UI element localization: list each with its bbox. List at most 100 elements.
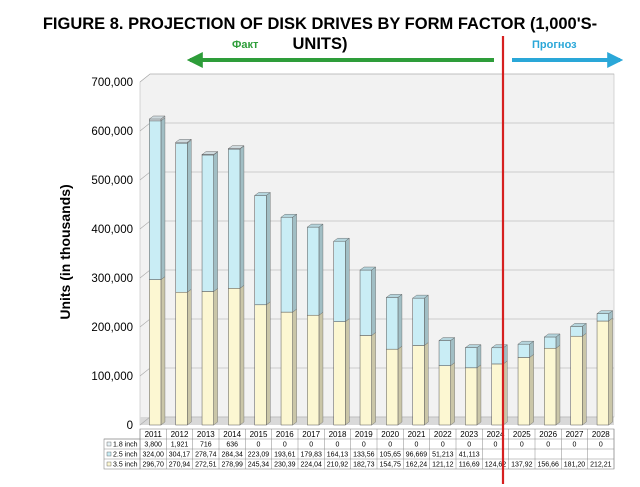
x-tick-label: 2011: [145, 430, 163, 439]
legend-swatch: [106, 461, 112, 467]
gridline: [139, 73, 614, 83]
table-cell: 51,213: [432, 452, 454, 459]
bar-side: [187, 139, 192, 293]
bar-side: [345, 237, 350, 323]
bar-side: [582, 332, 587, 426]
bar-front: [517, 357, 530, 426]
bar-top: [464, 344, 482, 348]
table-cell: 156,66: [537, 462, 559, 469]
table-cell: 41,113: [459, 452, 480, 459]
table-cell: 0: [415, 442, 419, 449]
bar-front: [307, 226, 320, 316]
table-cell: 0: [494, 442, 498, 449]
legend-label: 1.8 inch: [113, 442, 138, 449]
bar-side: [424, 294, 429, 346]
table-cell: 179,83: [300, 452, 322, 459]
bar-front: [228, 148, 241, 289]
y-tick-label: 700,000: [91, 77, 133, 89]
bar-segment: [228, 145, 245, 289]
y-tick-label: 300,000: [91, 273, 133, 285]
x-tick-label: 2016: [276, 430, 294, 439]
plot-floor: [140, 417, 614, 425]
bar-front: [254, 195, 267, 306]
table-cell: 212,21: [590, 462, 612, 469]
table-cell: 0: [520, 442, 524, 449]
bar-front: [596, 313, 609, 322]
bar-front: [386, 297, 399, 350]
bar-segment: [385, 294, 403, 350]
bar-segment: [254, 301, 271, 426]
table-cell: 270,94: [169, 462, 191, 469]
table-cell: 284,34: [221, 452, 243, 459]
table-cell: 245,34: [248, 462, 270, 469]
bar-segment: [148, 115, 166, 122]
x-tick-label: 2022: [434, 430, 452, 439]
bar-side: [371, 332, 376, 426]
bar-segment: [333, 318, 350, 426]
x-tick-label: 2020: [381, 430, 399, 439]
table-cell: 0: [599, 442, 603, 449]
bar-front: [175, 291, 188, 426]
forecast-annotation: Прогноз: [512, 39, 624, 68]
y-axis-label: Units (in thousands): [57, 184, 73, 319]
bar-front: [333, 240, 346, 322]
bar-side: [476, 344, 482, 369]
bar-top: [412, 294, 429, 299]
bar-top: [306, 223, 324, 228]
bar-side: [266, 301, 271, 426]
chart-title: FIGURE 8. PROJECTION OF DISK DRIVES BY F…: [0, 14, 640, 54]
bar-segment: [491, 344, 508, 365]
y-tick-label: 200,000: [91, 322, 133, 334]
bar-side: [450, 337, 455, 367]
bar-segment: [570, 332, 587, 426]
table-cell: 96,669: [406, 452, 428, 459]
table-cell: 137,92: [511, 462, 533, 469]
bar-segment: [201, 151, 218, 292]
bar-segment: [596, 310, 614, 322]
bar-segment: [149, 276, 166, 426]
bar-side: [239, 284, 245, 426]
fact-label: Факт: [232, 39, 259, 51]
legend-swatch: [106, 441, 112, 447]
bar-segment: [333, 237, 350, 323]
bar-side: [555, 344, 561, 426]
y-tick-label: 100,000: [91, 371, 133, 383]
chart-title-line-2: UNITS): [292, 35, 348, 53]
bar-side: [318, 223, 324, 316]
bar-front: [201, 291, 214, 426]
x-tick-label: 2015: [250, 430, 268, 439]
bar-side: [371, 266, 376, 336]
table-cell: 181,20: [564, 462, 586, 469]
table-cell: 0: [362, 442, 366, 449]
bar-front: [412, 297, 425, 346]
bar-front: [438, 365, 451, 426]
bar-segment: [517, 354, 534, 426]
bar-segment: [517, 340, 535, 358]
bar-top: [359, 266, 377, 271]
table-cell: 164,13: [327, 452, 349, 459]
bar-segment: [438, 337, 456, 367]
bar-front: [412, 345, 425, 426]
bar-segment: [359, 332, 376, 426]
bar-segment: [227, 145, 245, 150]
x-tick-label: 2027: [566, 430, 584, 439]
bar-top: [148, 115, 166, 120]
bar-top: [517, 340, 535, 345]
bar-front: [280, 216, 293, 313]
x-tick-label: 2013: [197, 430, 215, 439]
bar-front: [359, 335, 372, 426]
bar-segment: [228, 284, 245, 426]
table-cell: 278,99: [221, 462, 243, 469]
x-tick-label: 2023: [460, 430, 478, 439]
bar-segment: [280, 213, 298, 313]
x-tick-label: 2012: [171, 430, 189, 439]
bar-front: [491, 347, 504, 365]
x-tick-label: 2024: [487, 430, 505, 439]
table-cell: 0: [546, 442, 550, 449]
table-cell: 182,73: [353, 462, 375, 469]
bar-front: [570, 335, 583, 426]
bar-top: [596, 310, 614, 314]
table-cell: 0: [257, 442, 261, 449]
bar-side: [345, 318, 350, 426]
